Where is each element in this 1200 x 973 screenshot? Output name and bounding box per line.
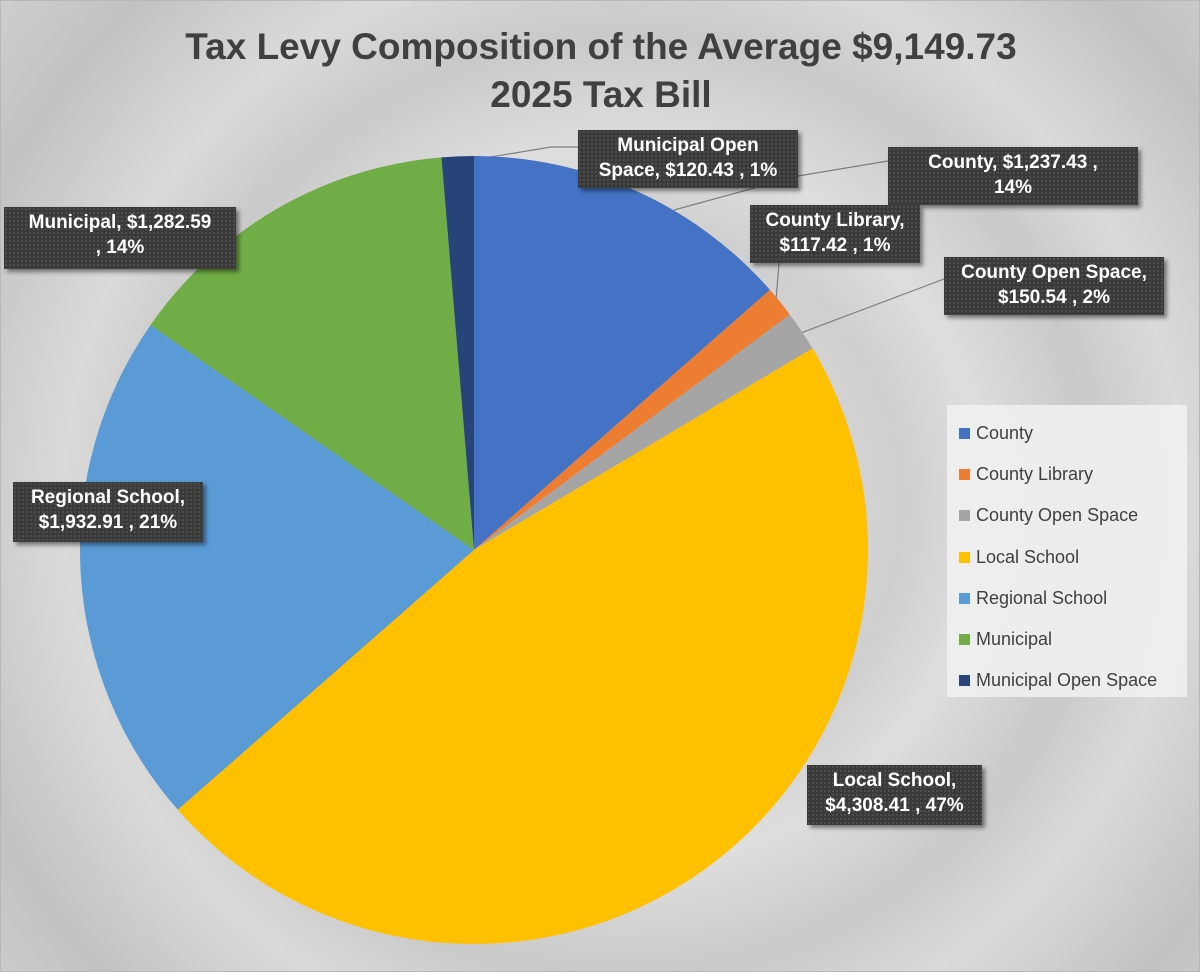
pie-slice-county [474,156,770,550]
legend-label: County Library [976,464,1094,485]
legend-label: Municipal [976,629,1053,650]
data-label-line: $117.42 , 1% [779,235,891,256]
legend-swatch [959,469,970,481]
data-label-line: Municipal Open [617,135,759,156]
chart-title-line-2: 2025 Tax Bill [490,74,712,115]
leader-line-county [673,160,889,211]
data-label-line: County Library, [765,210,905,231]
legend-swatch [959,592,970,604]
data-label-regional-school: Regional School, $1,932.91 , 21% [13,482,203,542]
legend-label: Regional School [976,587,1108,608]
data-label-line: Regional School, [30,487,186,508]
data-label-county-library: County Library, $117.42 , 1% [750,205,920,263]
legend-item-municipal-open-space: Municipal Open Space [959,660,1187,701]
leader-line-county-open-space [796,278,945,336]
pie-slice-regional-school [79,325,474,810]
data-label-county: County, $1,237.43 , 14% [888,147,1138,205]
chart-title-line-1: Tax Levy Composition of the Average $9,1… [185,26,1017,67]
data-label-line: $1,932.91 , 21% [38,512,178,533]
legend-label: County [976,423,1034,444]
data-label-line: County, $1,237.43 , [928,152,1098,173]
data-label-line: County Open Space, [961,262,1147,283]
legend: County County Library County Open Space … [947,405,1187,697]
pie-slices [79,156,868,944]
data-label-county-open-space: County Open Space, $150.54 , 2% [944,257,1164,315]
data-label-local-school: Local School, $4,308.41 , 47% [807,765,982,825]
data-label-line: , 14% [95,237,145,258]
data-label-line: Space, $120.43 , 1% [598,160,778,181]
chart-title: Tax Levy Composition of the Average $9,1… [1,23,1200,119]
legend-label: Local School [976,546,1080,567]
data-label-line: $4,308.41 , 47% [825,795,964,816]
legend-item-county-open-space: County Open Space [959,495,1187,536]
pie-slice-municipal-open-space [441,156,474,550]
legend-swatch [959,551,970,563]
data-label-line: $150.54 , 2% [998,287,1110,308]
legend-item-county-library: County Library [959,454,1187,495]
data-label-line: 14% [993,177,1033,198]
legend-item-local-school: Local School [959,537,1187,578]
data-label-municipal: Municipal, $1,282.59 , 14% [4,207,236,269]
legend-swatch [959,675,970,687]
legend-label: County Open Space [976,505,1139,526]
pie-slice-local-school [177,348,868,944]
data-label-line: Municipal, $1,282.59 [28,212,212,233]
pie-slice-county-open-space [474,314,813,550]
legend-swatch [959,510,970,522]
data-label-line: Local School, [832,770,957,791]
legend-label: Municipal Open Space [976,670,1158,691]
legend-swatch [959,428,970,440]
pie-slice-county-library [474,289,790,550]
data-label-municipal-open-space: Municipal Open Space, $120.43 , 1% [578,130,798,188]
legend-item-regional-school: Regional School [959,578,1187,619]
legend-swatch [959,634,970,646]
legend-item-county: County [959,413,1187,454]
legend-item-municipal: Municipal [959,619,1187,660]
